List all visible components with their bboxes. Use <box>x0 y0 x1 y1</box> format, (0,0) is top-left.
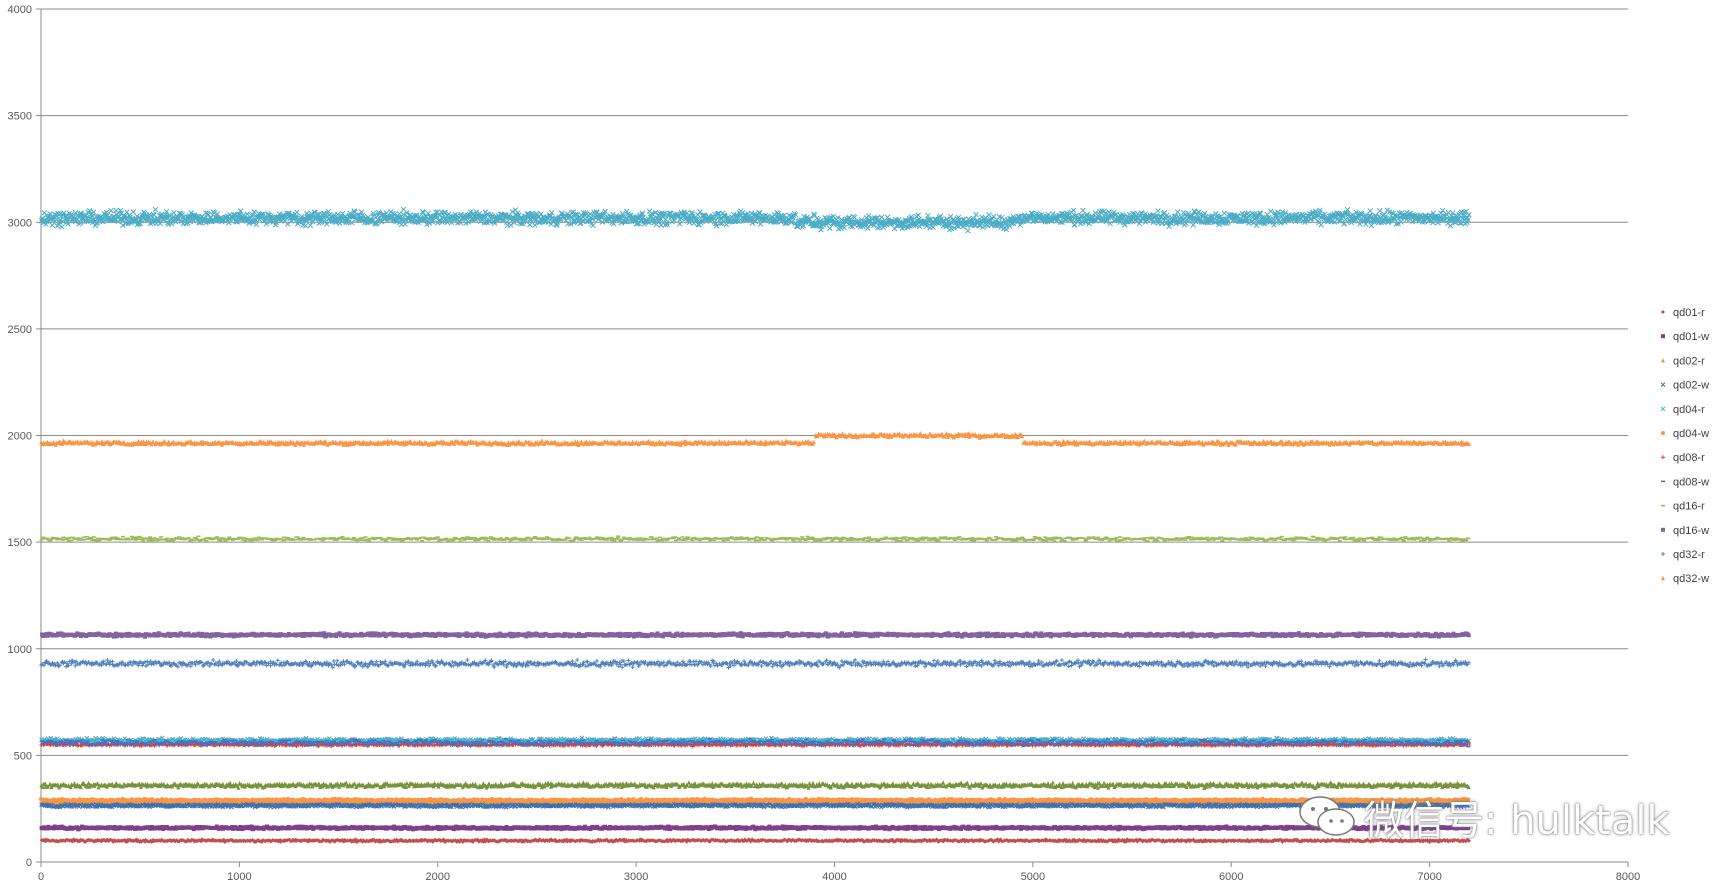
data-points <box>39 207 1471 844</box>
series-qd01-w <box>40 824 1471 831</box>
gridlines <box>41 9 1628 755</box>
series-qd01-r <box>40 837 1471 844</box>
